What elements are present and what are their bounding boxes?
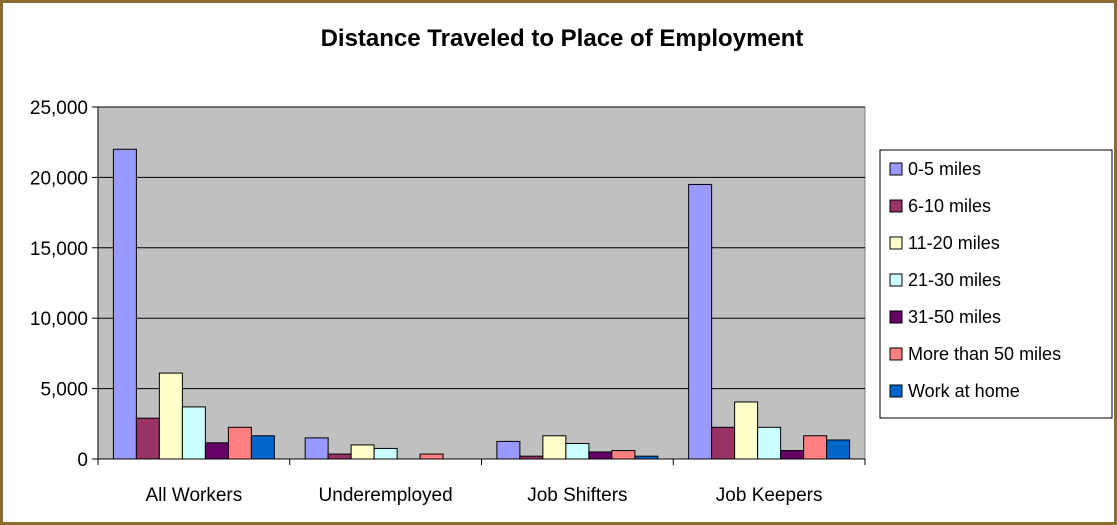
gridlines bbox=[98, 106, 865, 390]
legend-label: 11-20 miles bbox=[908, 233, 1000, 253]
bar bbox=[496, 440, 521, 460]
bar bbox=[826, 439, 851, 460]
y-tick-label: 15,000 bbox=[30, 239, 88, 260]
bar bbox=[204, 442, 229, 460]
legend-label: Work at home bbox=[908, 381, 1020, 401]
bar bbox=[542, 435, 567, 460]
legend-swatch bbox=[889, 236, 903, 250]
y-tick-label: 20,000 bbox=[30, 168, 88, 189]
chart-title: Distance Traveled to Place of Employment bbox=[321, 25, 804, 52]
bar bbox=[780, 450, 805, 460]
bar bbox=[250, 435, 275, 460]
bar bbox=[112, 148, 137, 460]
legend-label: 6-10 miles bbox=[908, 196, 991, 216]
bar bbox=[181, 406, 206, 460]
category-label: All Workers bbox=[145, 485, 242, 506]
bar bbox=[158, 372, 183, 460]
legend-label: 0-5 miles bbox=[908, 159, 981, 179]
category-label: Job Shifters bbox=[527, 485, 627, 506]
bar bbox=[588, 451, 613, 460]
legend-swatch bbox=[889, 199, 903, 213]
y-tick-label: 5,000 bbox=[40, 380, 88, 401]
y-tick-label: 0 bbox=[77, 450, 88, 471]
bar bbox=[327, 453, 352, 460]
legend-label: More than 50 miles bbox=[908, 344, 1061, 364]
bar bbox=[688, 183, 713, 460]
legend-swatch bbox=[889, 162, 903, 176]
bar bbox=[350, 444, 375, 460]
bar bbox=[734, 401, 759, 460]
bar bbox=[757, 426, 782, 460]
bar bbox=[373, 447, 398, 460]
bar bbox=[803, 435, 828, 460]
bar bbox=[304, 437, 329, 460]
legend-swatch bbox=[889, 273, 903, 287]
legend-swatch bbox=[889, 310, 903, 324]
bar bbox=[419, 453, 444, 460]
bar bbox=[611, 450, 636, 460]
x-tick-labels: All Workers Underemployed Job Shifters Job … bbox=[97, 459, 866, 506]
legend: 0-5 miles 6-10 miles 11-20 miles 21-30 mile… bbox=[879, 149, 1113, 419]
legend-swatch bbox=[889, 384, 903, 398]
bar bbox=[135, 417, 160, 460]
category-label: Job Keepers bbox=[716, 485, 823, 506]
bar bbox=[711, 426, 736, 460]
y-tick-label: 10,000 bbox=[30, 309, 88, 330]
legend-box bbox=[879, 149, 1113, 419]
plot-area bbox=[97, 106, 866, 460]
legend-items: 0-5 miles 6-10 miles 11-20 miles 21-30 mile… bbox=[889, 159, 1061, 401]
category-label: Underemployed bbox=[319, 485, 453, 506]
y-tick-label: 25,000 bbox=[30, 98, 88, 119]
legend-label: 31-50 miles bbox=[908, 307, 1001, 327]
legend-swatch bbox=[889, 347, 903, 361]
legend-label: 21-30 miles bbox=[908, 270, 1001, 290]
bar bbox=[227, 426, 252, 460]
bars bbox=[112, 148, 851, 460]
y-tick-labels: 0 5,000 10,000 15,000 20,000 25,000 bbox=[30, 98, 98, 471]
bar bbox=[565, 443, 590, 460]
